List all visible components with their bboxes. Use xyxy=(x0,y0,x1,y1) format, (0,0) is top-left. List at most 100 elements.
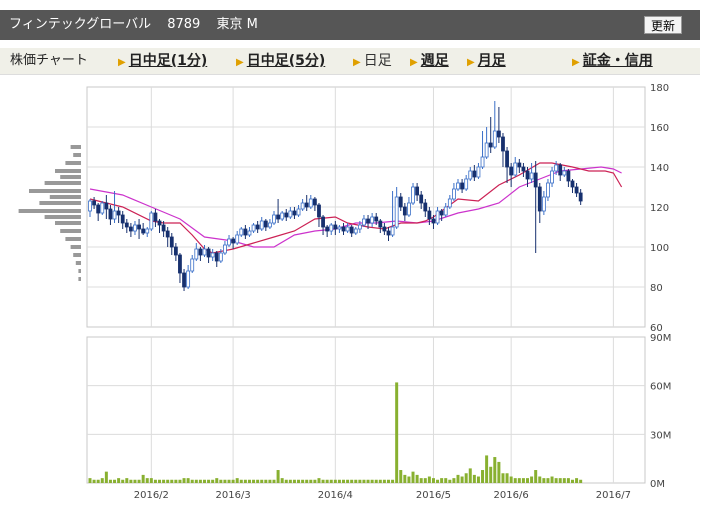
volume-bar xyxy=(382,479,386,483)
candle xyxy=(415,183,420,201)
price-tick-label: 140 xyxy=(650,163,669,174)
candle-body xyxy=(259,220,264,230)
volume-bar xyxy=(452,478,456,483)
refresh-button[interactable]: 更新 xyxy=(644,16,682,34)
candle-body xyxy=(517,162,522,168)
candle xyxy=(578,189,583,205)
volume-plot-area xyxy=(86,336,646,484)
volume-bar xyxy=(292,479,296,483)
candle xyxy=(537,183,542,223)
nav-item-label[interactable]: 証金・信用 xyxy=(582,53,653,69)
candle-body xyxy=(427,210,432,220)
profile-bar xyxy=(73,153,81,157)
volume-bar xyxy=(337,479,341,483)
nav-item-monthly[interactable]: ▶ 月足 xyxy=(467,48,506,76)
volume-bar xyxy=(407,476,411,483)
candle xyxy=(325,225,330,237)
candle-body xyxy=(255,224,260,230)
volume-bar xyxy=(350,479,354,483)
volume-bar xyxy=(456,474,460,483)
volume-bar xyxy=(378,479,382,483)
volume-panel: 90M 60M 30M 0M 2016/2 2016/3 2016/4 2016/5 2016/… xyxy=(86,333,671,501)
candle-body xyxy=(198,248,203,256)
volume-bar xyxy=(186,478,190,483)
candle-body xyxy=(452,188,456,200)
candle xyxy=(190,255,195,273)
volume-bar xyxy=(517,478,521,483)
nav-item-label[interactable]: 月足 xyxy=(477,53,506,69)
candle-body xyxy=(321,216,325,228)
volume-bar xyxy=(391,479,395,483)
volume-bar xyxy=(333,479,337,483)
volume-bar xyxy=(566,478,570,483)
candle xyxy=(533,161,538,253)
volume-bar xyxy=(198,479,202,483)
candle-body xyxy=(501,136,505,152)
candle-body xyxy=(362,218,366,226)
profile-bar xyxy=(78,277,81,281)
candle-body xyxy=(280,212,285,220)
nav-item-intraday-5min[interactable]: ▶ 日中足(5分) xyxy=(236,48,325,76)
volume-bar xyxy=(366,479,370,483)
candle-body xyxy=(394,196,399,228)
candle-body xyxy=(407,202,411,216)
volume-bar xyxy=(497,461,501,483)
volume-bar xyxy=(243,479,247,483)
profile-bar xyxy=(70,245,81,249)
nav-item-label[interactable]: 週足 xyxy=(420,53,449,69)
candle-body xyxy=(496,130,501,138)
volume-bar xyxy=(346,479,350,483)
nav-item-weekly[interactable]: ▶ 週足 xyxy=(410,48,449,76)
candle-body xyxy=(419,194,424,204)
volume-bar xyxy=(202,479,206,483)
candle-body xyxy=(325,226,330,232)
nav-item-margin[interactable]: ▶ 証金・信用 xyxy=(572,48,653,76)
candle-body xyxy=(554,164,559,172)
volume-bar xyxy=(207,479,211,483)
volume-bar xyxy=(182,478,186,483)
candle xyxy=(366,215,370,229)
arrow-right-icon: ▶ xyxy=(353,57,361,68)
candle-body xyxy=(218,252,223,262)
candle xyxy=(386,227,391,241)
volume-bar xyxy=(96,479,100,483)
volume-bar xyxy=(468,468,472,483)
volume-bar xyxy=(162,479,166,483)
volume-bar xyxy=(493,457,497,483)
candle-body xyxy=(480,156,485,168)
candle xyxy=(145,227,150,237)
candle xyxy=(550,167,554,187)
candle xyxy=(443,203,448,217)
nav-item-label[interactable]: 日中足(1分) xyxy=(128,53,208,69)
candle xyxy=(165,227,170,247)
volume-bar xyxy=(329,479,333,483)
candle xyxy=(92,197,96,209)
candle xyxy=(247,227,252,237)
candle xyxy=(284,209,289,221)
candle xyxy=(128,223,133,237)
stock-code: 8789 xyxy=(167,17,201,32)
profile-bar xyxy=(44,215,81,219)
candle-body xyxy=(312,198,317,206)
candle xyxy=(280,211,285,221)
candle xyxy=(153,209,158,227)
candle xyxy=(272,211,276,225)
candle-body xyxy=(366,218,370,224)
volume-bar xyxy=(436,479,440,483)
x-tick-label: 2016/2 xyxy=(134,490,169,501)
profile-bar xyxy=(60,175,81,179)
candle-body xyxy=(513,162,518,176)
candle-body xyxy=(537,186,542,212)
nav-item-label[interactable]: 日中足(5分) xyxy=(246,53,326,69)
candle-body xyxy=(378,220,383,228)
candle xyxy=(439,209,444,221)
candle xyxy=(464,175,469,191)
nav-item-intraday-1min[interactable]: ▶ 日中足(1分) xyxy=(118,48,207,76)
candle xyxy=(124,219,129,233)
volume-bar xyxy=(272,479,276,483)
candle xyxy=(382,223,387,235)
candle xyxy=(345,223,350,233)
volume-bar xyxy=(121,479,125,483)
volume-bar xyxy=(570,479,574,483)
candle xyxy=(157,219,162,233)
